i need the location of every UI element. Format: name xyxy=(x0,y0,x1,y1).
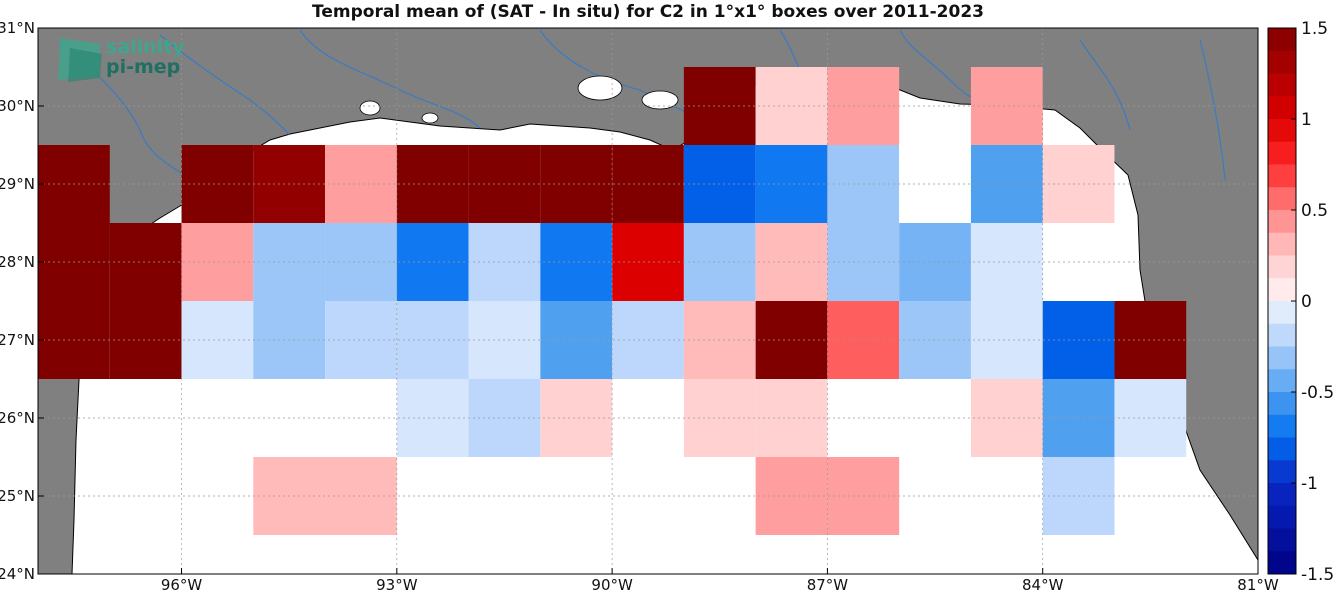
x-tick-label: 93°W xyxy=(376,576,418,594)
colorbar-tick-label: -1.5 xyxy=(1301,565,1334,585)
colorbar-segment xyxy=(1268,187,1296,211)
salinity-cell xyxy=(181,145,254,223)
logo-line1: salinity xyxy=(106,36,185,58)
colorbar-segment xyxy=(1268,50,1296,74)
lake xyxy=(641,90,679,110)
salinity-cell xyxy=(325,223,397,301)
colorbar-segment xyxy=(1268,232,1296,256)
colorbar-tick-label: 1 xyxy=(1301,110,1312,130)
colorbar-segment xyxy=(1268,323,1296,347)
salinity-cell xyxy=(396,379,469,457)
salinity-cell xyxy=(540,379,613,457)
salinity-cell xyxy=(1114,301,1187,379)
salinity-cell xyxy=(970,223,1043,301)
colorbar-segment xyxy=(1268,164,1296,188)
salinity-cell xyxy=(755,67,828,145)
colorbar-segment xyxy=(1268,28,1296,52)
salinity-cell xyxy=(396,223,469,301)
colorbar-segment xyxy=(1268,483,1296,507)
colorbar-segment xyxy=(1268,301,1296,325)
logo-mark xyxy=(68,48,102,82)
salinity-pi-mep-logo: salinity pi-mep xyxy=(58,36,185,82)
colorbar-segment xyxy=(1268,255,1296,279)
river-line xyxy=(299,29,481,129)
plot-frame xyxy=(37,27,1259,575)
colorbar-tick-label: 0.5 xyxy=(1301,201,1328,221)
salinity-cell xyxy=(325,457,397,535)
lake xyxy=(359,100,381,116)
salinity-cell xyxy=(970,301,1043,379)
salinity-cell xyxy=(181,301,254,379)
river-line xyxy=(159,34,291,136)
x-tick-label: 87°W xyxy=(807,576,849,594)
y-tick-label: 27°N xyxy=(0,331,35,349)
salinity-cell xyxy=(970,67,1043,145)
salinity-cell xyxy=(181,223,254,301)
colorbar-segment xyxy=(1268,551,1296,575)
colorbar-tick-label: -0.5 xyxy=(1301,383,1334,403)
lakes xyxy=(359,75,679,124)
colorbar-segment xyxy=(1268,369,1296,393)
colorbar-segment xyxy=(1268,437,1296,461)
y-tick-label: 26°N xyxy=(0,409,35,427)
lake xyxy=(421,112,439,124)
salinity-cell xyxy=(109,223,182,301)
salinity-cell xyxy=(1114,379,1187,457)
salinity-cell xyxy=(755,223,828,301)
map-area xyxy=(38,28,1258,574)
x-tick-label: 96°W xyxy=(161,576,203,594)
y-axis: 24°N 25°N 26°N 27°N 28°N 29°N 30°N 31°N xyxy=(0,19,44,583)
salinity-cell xyxy=(396,301,469,379)
x-tick-label: 81°W xyxy=(1237,576,1279,594)
salinity-cell xyxy=(396,145,469,223)
salinity-cell xyxy=(325,145,397,223)
salinity-cell xyxy=(540,301,613,379)
colorbar-segment xyxy=(1268,505,1296,529)
salinity-cell xyxy=(755,457,828,535)
colorbar xyxy=(1267,27,1297,575)
salinity-cell xyxy=(540,223,613,301)
colorbar-tick-label: 0 xyxy=(1301,292,1312,312)
colorbar-segment xyxy=(1268,73,1296,97)
colorbar-segment xyxy=(1268,210,1296,234)
colorbar-segment xyxy=(1268,119,1296,143)
salinity-cell xyxy=(755,301,828,379)
salinity-cell xyxy=(755,145,828,223)
salinity-cell xyxy=(540,145,613,223)
x-tick-label: 90°W xyxy=(591,576,633,594)
lake xyxy=(577,75,623,101)
x-tick-label: 84°W xyxy=(1022,576,1064,594)
salinity-cell xyxy=(970,145,1043,223)
y-tick-label: 31°N xyxy=(0,19,35,37)
salinity-cell xyxy=(970,379,1043,457)
colorbar-segment xyxy=(1268,141,1296,165)
river-line xyxy=(539,29,701,119)
salinity-cell xyxy=(755,379,828,457)
river-line xyxy=(1079,39,1131,131)
colorbar-segment xyxy=(1268,392,1296,416)
colorbar-segment xyxy=(1268,278,1296,302)
colorbar-ticks: 1.5 1 0.5 0 -0.5 -1 -1.5 xyxy=(1291,19,1334,585)
y-tick-label: 30°N xyxy=(0,97,35,115)
y-tick-label: 28°N xyxy=(0,253,35,271)
grid-lines xyxy=(38,28,1258,574)
y-tick-label: 24°N xyxy=(0,565,35,583)
colorbar-tick-label: -1 xyxy=(1301,474,1318,494)
colorbar-segment xyxy=(1268,414,1296,438)
chart-title: Temporal mean of (SAT - In situ) for C2 … xyxy=(312,2,984,22)
colorbar-tick-label: 1.5 xyxy=(1301,19,1328,39)
colorbar-segment xyxy=(1268,528,1296,552)
colorbar-segment xyxy=(1268,346,1296,370)
salinity-cell xyxy=(325,301,397,379)
y-tick-label: 29°N xyxy=(0,175,35,193)
salinity-cell xyxy=(109,301,182,379)
colorbar-segment xyxy=(1268,96,1296,120)
y-tick-label: 25°N xyxy=(0,487,35,505)
x-axis: 96°W 93°W 90°W 87°W 84°W 81°W xyxy=(161,568,1279,594)
colorbar-segment xyxy=(1268,460,1296,484)
logo-line2: pi-mep xyxy=(106,56,180,78)
